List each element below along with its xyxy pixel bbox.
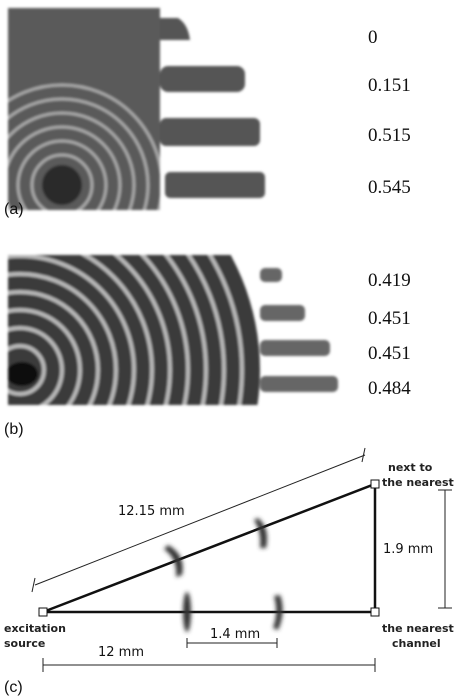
corner-label: channel [392,637,441,650]
panel-label: (c) [4,679,23,696]
corner-label: the nearest [382,476,454,489]
corner-label: next to [388,461,433,474]
dimension-label: 12.15 mm [118,504,185,519]
value-label: 0.515 [368,125,411,146]
panel-label: (b) [4,421,24,438]
dimension-label: 12 mm [98,645,144,660]
dimension-label: 1.9 mm [383,542,433,557]
value-label: 0 [368,27,378,48]
panel-label: (a) [4,201,24,218]
dimension-label: 1.4 mm [210,627,260,642]
value-label: 0.419 [368,270,411,291]
value-label: 0.451 [368,343,411,364]
panel-a-image [8,8,265,210]
corner-label: source [4,637,45,650]
value-label: 0.451 [368,308,411,329]
diagram [31,447,452,672]
value-label: 0.484 [368,378,411,399]
panel-b-image [8,255,338,405]
corner-label: excitation [4,622,66,635]
value-label: 0.545 [368,177,411,198]
corner-label: the nearest [382,622,454,635]
value-label: 0.151 [368,75,411,96]
